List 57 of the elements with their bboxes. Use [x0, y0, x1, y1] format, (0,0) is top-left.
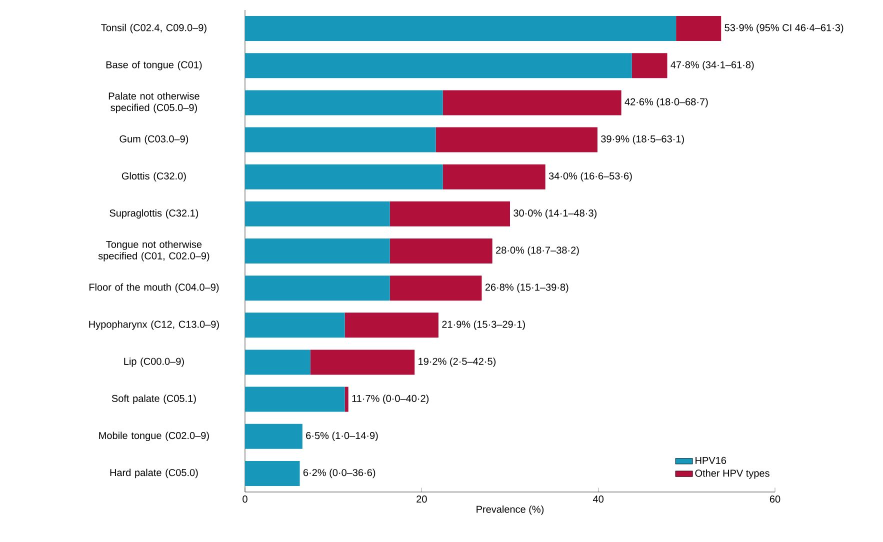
bar [245, 350, 310, 375]
y-tick-label: Floor of the mouth (C04.0–9) [89, 283, 219, 293]
bar [245, 90, 443, 116]
y-tick-label: Supraglottis (C32.1) [110, 209, 198, 219]
bar [344, 312, 438, 338]
y-tick-label: Tongue not otherwise specified (C01, C02.0–9) [98, 240, 210, 262]
y-tick-label: Soft palate (C05.1) [112, 394, 196, 404]
total-label: 28·0% (18·7–38·2) [496, 246, 579, 256]
bar [436, 127, 598, 152]
y-tick-label: Lip (C00.0–9) [124, 358, 184, 367]
total-label: 47·8% (34·1–61·8) [670, 60, 754, 70]
total-label: 19·2% (2·5–42·5) [418, 358, 496, 367]
bar [632, 53, 668, 78]
bar [245, 424, 302, 449]
bar [245, 53, 632, 78]
x-tick-label: 60 [770, 496, 780, 503]
total-label: 30·0% (14·1–48·3) [514, 209, 596, 219]
total-label: 11·7% (0·0–40·2) [352, 394, 429, 404]
y-tick-label: Tonsil (C02.4, C09.0–9) [101, 24, 206, 34]
bar [245, 460, 300, 486]
total-label: 53·9% (95% CI 46·4–61·3) [724, 24, 844, 34]
bar [245, 127, 436, 152]
bar [310, 350, 415, 375]
x-tick-label: 20 [416, 496, 427, 503]
x-axis-title: Prevalence (%) [476, 505, 544, 515]
x-tick-label: 0 [242, 496, 248, 503]
bar [442, 90, 622, 116]
bar [344, 386, 348, 412]
y-tick-label: Palate not otherwise specified (C05.0–9) [108, 92, 200, 114]
total-label: 21·9% (15·3–29·1) [442, 320, 525, 330]
total-label: 6·2% (0·0–36·6) [303, 468, 376, 478]
y-tick-label: Gum (C03.0–9) [120, 135, 188, 144]
total-label: 39·9% (18·5–63·1) [601, 135, 684, 144]
legend-label: Other HPV types [695, 469, 770, 479]
bar [676, 16, 722, 42]
x-tick-label: 40 [593, 496, 604, 503]
total-label: 34·0% (16·6–53·6) [548, 172, 632, 182]
y-tick-label: Hard palate (C05.0) [110, 468, 198, 478]
legend-label: HPV16 [696, 456, 726, 464]
y-tick-label: Glottis (C32.0) [122, 172, 186, 182]
bar [245, 16, 676, 42]
bar [245, 201, 390, 226]
bar [245, 238, 390, 264]
total-label: 26·8% (15·1–39·8) [485, 283, 568, 293]
bar [442, 164, 546, 190]
bar [245, 164, 443, 190]
bar [390, 238, 492, 264]
total-label: 6·5% (1·0–14·9) [306, 432, 378, 442]
bar [245, 386, 345, 412]
y-tick-label: Mobile tongue (C02.0–9) [99, 432, 209, 442]
bar [390, 201, 510, 226]
y-tick-label: Base of tongue (C01) [106, 60, 202, 70]
total-label: 42·6% (18·0–68·7) [624, 98, 708, 108]
y-tick-label: Hypopharynx (C12, C13.0–9) [89, 320, 219, 330]
bar [390, 276, 482, 301]
bar [245, 312, 345, 338]
bar [245, 276, 390, 301]
